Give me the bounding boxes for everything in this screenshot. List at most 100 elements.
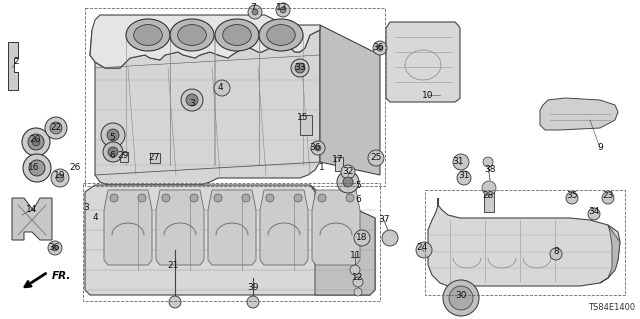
Circle shape [416, 242, 432, 258]
Bar [425, 190, 625, 295]
Circle shape [602, 192, 614, 204]
Polygon shape [8, 42, 18, 90]
Text: 6: 6 [355, 196, 361, 204]
Text: FR.: FR. [52, 271, 72, 281]
Circle shape [443, 280, 479, 316]
Text: 2: 2 [13, 57, 19, 66]
Circle shape [566, 192, 578, 204]
Circle shape [382, 230, 398, 246]
Text: 1: 1 [319, 164, 325, 173]
Text: 19: 19 [54, 172, 66, 181]
Circle shape [483, 157, 493, 167]
Circle shape [280, 7, 286, 13]
Circle shape [353, 277, 363, 287]
Circle shape [291, 59, 309, 77]
Text: 4: 4 [92, 213, 98, 222]
Text: 24: 24 [417, 243, 428, 253]
Polygon shape [386, 22, 460, 102]
Polygon shape [12, 198, 52, 240]
Circle shape [276, 3, 290, 17]
Circle shape [350, 265, 360, 275]
Circle shape [368, 150, 384, 166]
Text: 3: 3 [83, 204, 89, 212]
Text: 9: 9 [597, 144, 603, 152]
Text: 12: 12 [352, 273, 364, 283]
Text: 28: 28 [483, 190, 493, 199]
Text: 26: 26 [69, 164, 81, 173]
Circle shape [51, 169, 69, 187]
Circle shape [482, 181, 496, 195]
Text: 14: 14 [26, 205, 38, 214]
Circle shape [588, 208, 600, 220]
Text: 18: 18 [356, 234, 368, 242]
Text: 17: 17 [332, 155, 344, 165]
Text: 7: 7 [250, 4, 256, 12]
Circle shape [23, 154, 51, 182]
Circle shape [248, 5, 262, 19]
Text: 29: 29 [117, 151, 129, 160]
Circle shape [295, 63, 305, 73]
Text: 22: 22 [51, 123, 61, 132]
Text: 36: 36 [48, 243, 60, 253]
Bar [300, 115, 312, 135]
Circle shape [190, 194, 198, 202]
Circle shape [110, 194, 118, 202]
Text: 33: 33 [294, 63, 306, 72]
Ellipse shape [259, 19, 303, 51]
Text: 27: 27 [148, 153, 160, 162]
Circle shape [169, 296, 181, 308]
Bar [150, 153, 160, 163]
Bar [120, 152, 128, 162]
Circle shape [311, 141, 325, 155]
Text: 13: 13 [276, 4, 288, 12]
Circle shape [449, 286, 473, 310]
Circle shape [457, 171, 471, 185]
Ellipse shape [178, 25, 206, 45]
Ellipse shape [267, 25, 295, 45]
Circle shape [28, 134, 44, 150]
Text: 31: 31 [458, 172, 470, 181]
Text: 36: 36 [372, 43, 384, 53]
Ellipse shape [215, 19, 259, 51]
Ellipse shape [170, 19, 214, 51]
Circle shape [294, 194, 302, 202]
Circle shape [373, 41, 387, 55]
Circle shape [108, 147, 118, 157]
Circle shape [181, 89, 203, 111]
Circle shape [186, 94, 198, 106]
Text: 34: 34 [588, 207, 600, 217]
Circle shape [247, 296, 259, 308]
Circle shape [341, 165, 355, 179]
Polygon shape [540, 98, 618, 130]
Polygon shape [320, 25, 380, 175]
Polygon shape [156, 190, 204, 265]
Text: 16: 16 [28, 164, 40, 173]
Circle shape [162, 194, 170, 202]
Text: 23: 23 [602, 191, 614, 201]
Text: 25: 25 [371, 153, 381, 162]
Circle shape [315, 145, 321, 151]
Circle shape [337, 171, 359, 193]
Circle shape [453, 154, 469, 170]
Text: 30: 30 [455, 292, 467, 300]
Bar [484, 190, 494, 212]
Ellipse shape [126, 19, 170, 51]
Text: 36: 36 [309, 144, 321, 152]
Polygon shape [260, 190, 308, 265]
Polygon shape [600, 225, 620, 283]
Circle shape [343, 177, 353, 187]
Circle shape [107, 129, 119, 141]
Polygon shape [312, 190, 360, 265]
Text: 15: 15 [297, 114, 308, 122]
Circle shape [266, 194, 274, 202]
Text: 10: 10 [422, 91, 434, 100]
Text: 38: 38 [484, 166, 496, 174]
Text: 4: 4 [217, 84, 223, 93]
Text: 3: 3 [189, 100, 195, 108]
Text: 8: 8 [553, 248, 559, 256]
Polygon shape [90, 15, 320, 68]
Circle shape [56, 174, 64, 182]
Polygon shape [310, 185, 375, 295]
Text: 35: 35 [566, 191, 578, 201]
Circle shape [550, 248, 562, 260]
